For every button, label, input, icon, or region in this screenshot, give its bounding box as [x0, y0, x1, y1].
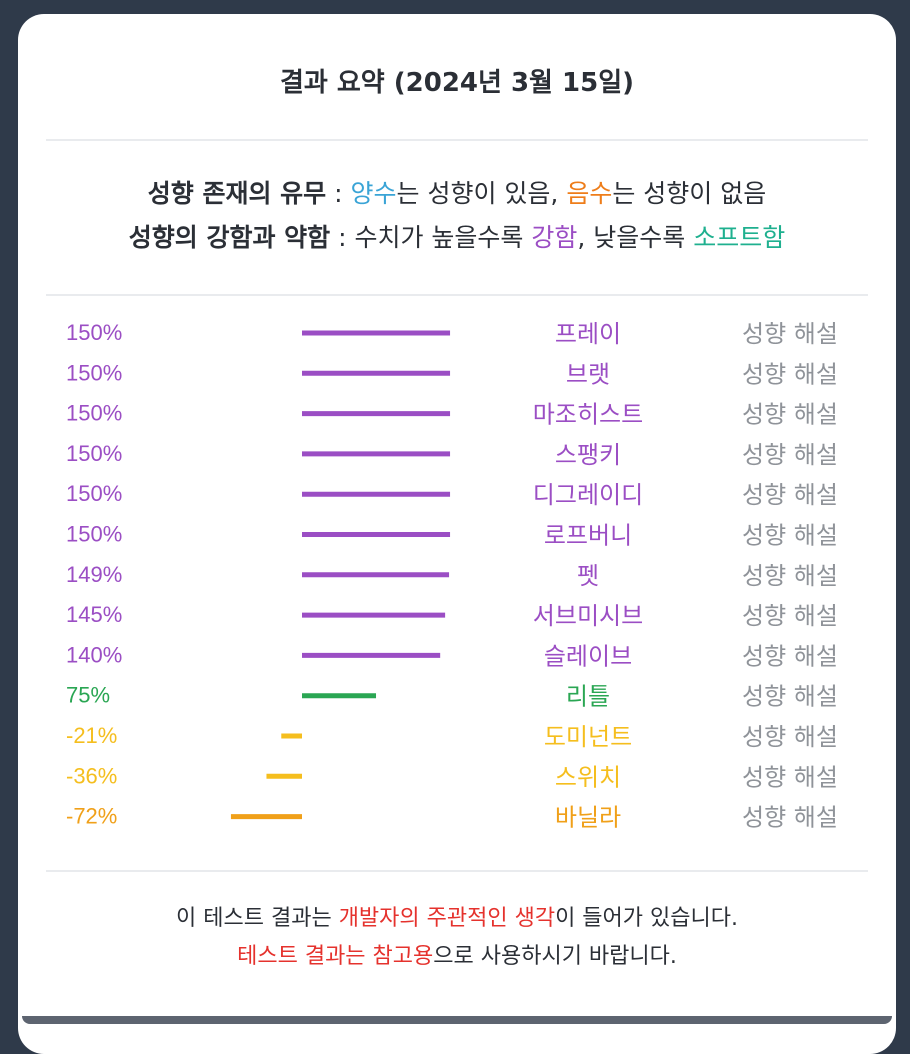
footer-line2-highlight: 테스트 결과는 참고용 — [237, 944, 434, 969]
tendency-explanation-link[interactable]: 성향 해설 — [742, 481, 838, 509]
value-label: 150% — [66, 360, 122, 385]
legend-strength-sep: : 수치가 높을수록 — [330, 223, 532, 252]
legend-line-strength: 성향의 강함과 약함 : 수치가 높을수록 강함, 낮을수록 소프트함 — [18, 218, 896, 254]
value-label: 150% — [66, 320, 122, 345]
tendency-explanation-link[interactable]: 성향 해설 — [742, 522, 838, 550]
value-label: 149% — [66, 562, 122, 587]
chart-row: 75% 리틀 성향 해설 — [66, 683, 838, 711]
value-label: 75% — [66, 683, 110, 708]
tendency-explanation-link[interactable]: 성향 해설 — [742, 723, 838, 751]
legend-positive-word: 양수 — [350, 179, 397, 208]
chart-row: 150% 브랫 성향 해설 — [66, 360, 838, 388]
divider-middle — [46, 294, 868, 296]
value-label: 150% — [66, 401, 122, 426]
category-label: 스위치 — [555, 763, 621, 791]
tendency-explanation-link[interactable]: 성향 해설 — [742, 360, 838, 388]
legend-line-existence: 성향 존재의 유무 : 양수는 성향이 있음, 음수는 성향이 없음 — [18, 174, 896, 210]
category-label: 로프버니 — [544, 522, 632, 550]
footer-line1-highlight: 개발자의 주관적인 생각 — [338, 906, 556, 931]
footer-note-line2: 테스트 결과는 참고용으로 사용하시기 바랍니다. — [18, 938, 896, 970]
value-label: -72% — [66, 804, 117, 829]
card-bottom-edge — [22, 1016, 892, 1024]
category-label: 스팽키 — [555, 441, 621, 469]
value-label: 150% — [66, 522, 122, 547]
legend-existence-label: 성향 존재의 유무 — [147, 179, 327, 208]
chart-row: 150% 마조히스트 성향 해설 — [66, 401, 838, 429]
value-label: -36% — [66, 763, 117, 788]
chart-row: 149% 펫 성향 해설 — [66, 562, 838, 590]
tendency-explanation-link[interactable]: 성향 해설 — [742, 562, 838, 590]
footer-line1-start: 이 테스트 결과는 — [176, 906, 339, 931]
tendency-explanation-link[interactable]: 성향 해설 — [742, 683, 838, 711]
tendency-explanation-link[interactable]: 성향 해설 — [742, 763, 838, 791]
category-label: 프레이 — [555, 320, 621, 348]
category-label: 바닐라 — [555, 804, 621, 832]
category-label: 리틀 — [566, 683, 610, 711]
tendency-explanation-link[interactable]: 성향 해설 — [742, 602, 838, 630]
category-label: 펫 — [577, 562, 599, 590]
value-label: -21% — [66, 723, 117, 748]
footer-line1-end: 이 들어가 있습니다. — [555, 906, 738, 931]
legend-strength-label: 성향의 강함과 약함 — [128, 223, 331, 252]
legend-strength-middle: , 낮을수록 — [577, 223, 694, 252]
result-card: 결과 요약 (2024년 3월 15일) 성향 존재의 유무 : 양수는 성향이… — [18, 14, 896, 1054]
chart-row: 150% 로프버니 성향 해설 — [66, 522, 838, 550]
chart-row: 150% 디그레이디 성향 해설 — [66, 481, 838, 509]
category-label: 마조히스트 — [533, 401, 643, 429]
category-label: 슬레이브 — [544, 642, 632, 670]
divider-bottom — [46, 870, 868, 872]
chart-row: 150% 프레이 성향 해설 — [66, 320, 838, 348]
legend-strong-word: 강함 — [531, 223, 578, 252]
category-label: 브랫 — [566, 360, 610, 388]
category-label: 도미넌트 — [544, 723, 632, 751]
value-label: 140% — [66, 642, 122, 667]
category-label: 디그레이디 — [533, 481, 643, 509]
chart-row: -36% 스위치 성향 해설 — [66, 763, 838, 791]
legend-negative-word: 음수 — [566, 179, 613, 208]
tendency-explanation-link[interactable]: 성향 해설 — [742, 642, 838, 670]
tendency-explanation-link[interactable]: 성향 해설 — [742, 804, 838, 832]
tendency-explanation-link[interactable]: 성향 해설 — [742, 320, 838, 348]
chart-row: -72% 바닐라 성향 해설 — [66, 804, 838, 832]
tendency-explanation-link[interactable]: 성향 해설 — [742, 441, 838, 469]
legend-positive-rest: 는 성향이 있음, — [396, 179, 567, 208]
chart-row: 145% 서브미시브 성향 해설 — [66, 602, 838, 630]
footer-note-line1: 이 테스트 결과는 개발자의 주관적인 생각이 들어가 있습니다. — [18, 900, 896, 932]
chart-row: 150% 스팽키 성향 해설 — [66, 441, 838, 469]
value-label: 150% — [66, 441, 122, 466]
page-title: 결과 요약 (2024년 3월 15일) — [279, 68, 635, 98]
legend-soft-word: 소프트함 — [693, 223, 786, 252]
chart-row: 140% 슬레이브 성향 해설 — [66, 642, 838, 670]
value-label: 145% — [66, 602, 122, 627]
footer-line2-end: 으로 사용하시기 바랍니다. — [433, 944, 677, 969]
legend-negative-rest: 는 성향이 없음 — [612, 179, 767, 208]
chart-row: -21% 도미넌트 성향 해설 — [66, 723, 838, 751]
legend-existence-sep: : — [326, 179, 351, 208]
category-label: 서브미시브 — [533, 602, 643, 630]
tendency-explanation-link[interactable]: 성향 해설 — [742, 401, 838, 429]
value-label: 150% — [66, 481, 122, 506]
divider-top — [46, 139, 868, 141]
